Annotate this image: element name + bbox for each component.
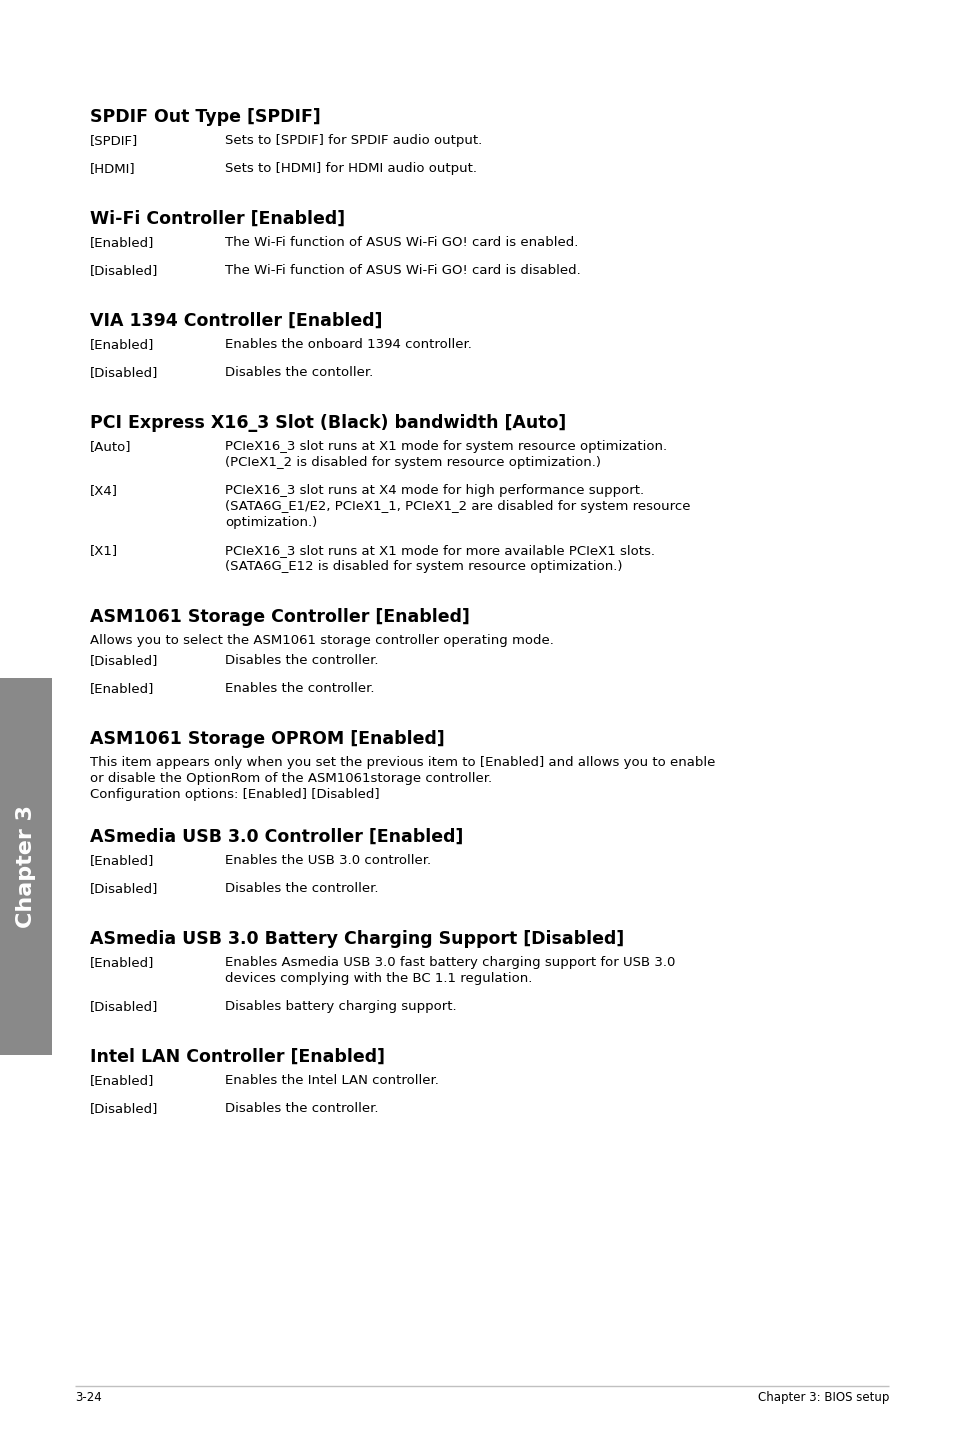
Text: ASM1061 Storage Controller [Enabled]: ASM1061 Storage Controller [Enabled] xyxy=(90,608,470,626)
Text: [Auto]: [Auto] xyxy=(90,440,132,453)
Text: Sets to [HDMI] for HDMI audio output.: Sets to [HDMI] for HDMI audio output. xyxy=(225,162,476,175)
Text: Disables the controller.: Disables the controller. xyxy=(225,654,378,667)
Text: optimization.): optimization.) xyxy=(225,516,317,529)
Text: Allows you to select the ASM1061 storage controller operating mode.: Allows you to select the ASM1061 storage… xyxy=(90,634,554,647)
Text: Chapter 3: BIOS setup: Chapter 3: BIOS setup xyxy=(757,1391,888,1403)
Text: ASmedia USB 3.0 Battery Charging Support [Disabled]: ASmedia USB 3.0 Battery Charging Support… xyxy=(90,930,623,948)
Text: [Enabled]: [Enabled] xyxy=(90,236,154,249)
Text: [HDMI]: [HDMI] xyxy=(90,162,135,175)
Text: ASM1061 Storage OPROM [Enabled]: ASM1061 Storage OPROM [Enabled] xyxy=(90,731,444,748)
Text: PCIeX16_3 slot runs at X1 mode for system resource optimization.: PCIeX16_3 slot runs at X1 mode for syste… xyxy=(225,440,666,453)
Text: (PCIeX1_2 is disabled for system resource optimization.): (PCIeX1_2 is disabled for system resourc… xyxy=(225,456,600,469)
Text: [Disabled]: [Disabled] xyxy=(90,881,158,894)
Text: [Enabled]: [Enabled] xyxy=(90,956,154,969)
Text: [Enabled]: [Enabled] xyxy=(90,854,154,867)
Text: PCIeX16_3 slot runs at X4 mode for high performance support.: PCIeX16_3 slot runs at X4 mode for high … xyxy=(225,485,643,498)
Text: (SATA6G_E12 is disabled for system resource optimization.): (SATA6G_E12 is disabled for system resou… xyxy=(225,559,622,572)
Text: Intel LAN Controller [Enabled]: Intel LAN Controller [Enabled] xyxy=(90,1048,385,1066)
Text: SPDIF Out Type [SPDIF]: SPDIF Out Type [SPDIF] xyxy=(90,108,320,127)
Text: [Enabled]: [Enabled] xyxy=(90,338,154,351)
Text: ASmedia USB 3.0 Controller [Enabled]: ASmedia USB 3.0 Controller [Enabled] xyxy=(90,828,463,846)
Text: Disables battery charging support.: Disables battery charging support. xyxy=(225,999,456,1012)
Text: [X1]: [X1] xyxy=(90,544,118,557)
Text: or disable the OptionRom of the ASM1061storage controller.: or disable the OptionRom of the ASM1061s… xyxy=(90,772,492,785)
Text: Chapter 3: Chapter 3 xyxy=(16,805,36,928)
Text: This item appears only when you set the previous item to [Enabled] and allows yo: This item appears only when you set the … xyxy=(90,756,715,769)
Text: Enables the onboard 1394 controller.: Enables the onboard 1394 controller. xyxy=(225,338,472,351)
Text: Wi-Fi Controller [Enabled]: Wi-Fi Controller [Enabled] xyxy=(90,210,345,229)
Text: Configuration options: [Enabled] [Disabled]: Configuration options: [Enabled] [Disabl… xyxy=(90,788,379,801)
Text: Enables the USB 3.0 controller.: Enables the USB 3.0 controller. xyxy=(225,854,431,867)
Text: Enables the Intel LAN controller.: Enables the Intel LAN controller. xyxy=(225,1074,438,1087)
Text: The Wi-Fi function of ASUS Wi-Fi GO! card is disabled.: The Wi-Fi function of ASUS Wi-Fi GO! car… xyxy=(225,265,580,278)
Text: [Disabled]: [Disabled] xyxy=(90,1102,158,1114)
Text: [Disabled]: [Disabled] xyxy=(90,654,158,667)
Text: 3-24: 3-24 xyxy=(75,1391,102,1403)
Text: [Disabled]: [Disabled] xyxy=(90,999,158,1012)
Text: PCI Express X16_3 Slot (Black) bandwidth [Auto]: PCI Express X16_3 Slot (Black) bandwidth… xyxy=(90,414,566,431)
Text: [Disabled]: [Disabled] xyxy=(90,367,158,380)
Text: devices complying with the BC 1.1 regulation.: devices complying with the BC 1.1 regula… xyxy=(225,972,532,985)
Text: [Enabled]: [Enabled] xyxy=(90,1074,154,1087)
FancyBboxPatch shape xyxy=(0,677,52,1055)
Text: VIA 1394 Controller [Enabled]: VIA 1394 Controller [Enabled] xyxy=(90,312,382,329)
Text: Sets to [SPDIF] for SPDIF audio output.: Sets to [SPDIF] for SPDIF audio output. xyxy=(225,134,482,147)
Text: [SPDIF]: [SPDIF] xyxy=(90,134,138,147)
Text: Disables the controller.: Disables the controller. xyxy=(225,1102,378,1114)
Text: [Enabled]: [Enabled] xyxy=(90,682,154,695)
Text: (SATA6G_E1/E2, PCIeX1_1, PCIeX1_2 are disabled for system resource: (SATA6G_E1/E2, PCIeX1_1, PCIeX1_2 are di… xyxy=(225,500,690,513)
Text: Disables the controller.: Disables the controller. xyxy=(225,881,378,894)
Text: Enables Asmedia USB 3.0 fast battery charging support for USB 3.0: Enables Asmedia USB 3.0 fast battery cha… xyxy=(225,956,675,969)
Text: [Disabled]: [Disabled] xyxy=(90,265,158,278)
Text: [X4]: [X4] xyxy=(90,485,118,498)
Text: PCIeX16_3 slot runs at X1 mode for more available PCIeX1 slots.: PCIeX16_3 slot runs at X1 mode for more … xyxy=(225,544,655,557)
Text: The Wi-Fi function of ASUS Wi-Fi GO! card is enabled.: The Wi-Fi function of ASUS Wi-Fi GO! car… xyxy=(225,236,578,249)
Text: Disables the contoller.: Disables the contoller. xyxy=(225,367,373,380)
Text: Enables the controller.: Enables the controller. xyxy=(225,682,375,695)
